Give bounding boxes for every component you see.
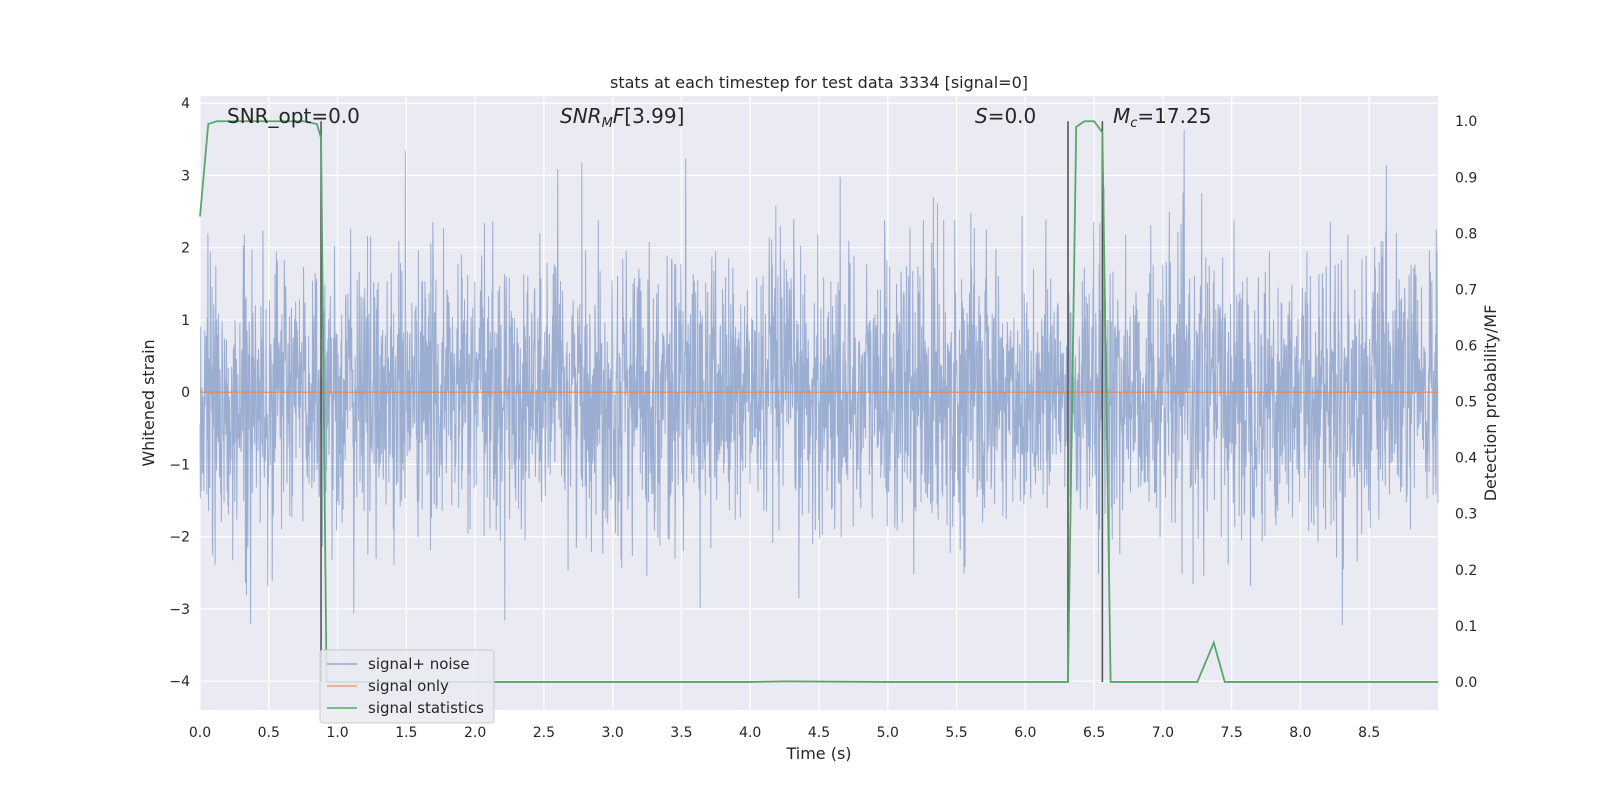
x-axis-label: Time (s) (785, 744, 851, 763)
y-right-tick-label-6: 0.4 (1455, 451, 1477, 467)
y-right-tick-label-2: 0.8 (1455, 226, 1477, 242)
annotation-s-value: =0.0 (988, 104, 1037, 128)
x-tick-label-8: 4.0 (739, 725, 761, 741)
y-left-tick-label-0: 4 (181, 96, 190, 112)
y-left-tick-label-5: −1 (169, 457, 190, 473)
annotation-mc-value: =17.25 (1137, 104, 1211, 128)
x-tick-label-0: 0.0 (189, 725, 211, 741)
y-left-tick-label-6: −2 (169, 530, 190, 546)
legend-label-stats: signal statistics (368, 699, 484, 717)
y-left-tick-label-8: −4 (169, 674, 190, 690)
y-right-tick-label-4: 0.6 (1455, 339, 1477, 355)
x-tick-label-1: 0.5 (258, 725, 280, 741)
y-left-tick-label-7: −3 (169, 602, 190, 618)
annotation-s: S=0.0 (975, 104, 1036, 128)
chart-title: stats at each timestep for test data 333… (610, 73, 1028, 92)
y-right-tick-label-10: 0.0 (1455, 675, 1477, 691)
x-tick-label-10: 5.0 (877, 725, 899, 741)
series-signal-noise (199, 129, 1439, 626)
x-tick-label-2: 1.0 (326, 725, 348, 741)
y-axis-left-label: Whitened strain (139, 339, 158, 466)
legend-box (319, 649, 495, 724)
y-left-tick-label-1: 3 (181, 168, 190, 184)
legend-label-noise: signal+ noise (368, 655, 470, 673)
x-tick-label-9: 4.5 (808, 725, 830, 741)
x-tick-label-5: 2.5 (533, 725, 555, 741)
annotation-snr-opt: SNR_opt=0.0 (227, 104, 360, 128)
y-right-tick-label-8: 0.2 (1455, 563, 1477, 579)
x-tick-label-17: 8.5 (1358, 725, 1380, 741)
x-tick-label-16: 8.0 (1289, 725, 1311, 741)
legend: signal+ noise signal only signal statist… (319, 649, 495, 724)
series-signal-statistics (199, 120, 1438, 683)
y-axis-right-ticks: 1.0 0.9 0.8 0.7 0.6 0.5 0.4 0.3 0.2 0.1 0.0 (1455, 114, 1477, 691)
annotation-mc: Mc=17.25 (1113, 104, 1211, 131)
x-tick-label-14: 7.0 (1152, 725, 1174, 741)
y-left-tick-label-3: 1 (181, 313, 190, 329)
y-right-tick-label-9: 0.1 (1455, 619, 1477, 635)
y-right-tick-label-7: 0.3 (1455, 507, 1477, 523)
y-axis-right-label: Detection probability/MF (1481, 305, 1500, 502)
x-tick-label-12: 6.0 (1014, 725, 1036, 741)
y-right-tick-label-5: 0.5 (1455, 395, 1477, 411)
x-tick-label-4: 2.0 (464, 725, 486, 741)
y-left-tick-label-4: 0 (181, 385, 190, 401)
x-tick-label-11: 5.5 (945, 725, 967, 741)
y-right-tick-label-1: 0.9 (1455, 170, 1477, 186)
x-tick-label-7: 3.5 (670, 725, 692, 741)
y-right-tick-label-0: 1.0 (1455, 114, 1477, 130)
annotation-snr-mf-value: [3.99] (624, 104, 684, 128)
x-tick-label-6: 3.0 (602, 725, 624, 741)
stats-line (199, 120, 1438, 683)
x-tick-label-13: 6.5 (1083, 725, 1105, 741)
x-tick-label-3: 1.5 (395, 725, 417, 741)
x-tick-label-15: 7.5 (1221, 725, 1243, 741)
legend-label-signal: signal only (368, 677, 449, 695)
x-axis-ticks: 0.0 0.5 1.0 1.5 2.0 2.5 3.0 3.5 4.0 4.5 5.0 5.5 6.0 6… (189, 725, 1380, 741)
y-axis-left-ticks: 4 3 2 1 0 −1 −2 −3 −4 (169, 96, 190, 690)
y-left-tick-label-2: 2 (181, 241, 190, 257)
annotation-snr-mf: SNRMF[3.99] (560, 104, 684, 131)
y-right-tick-label-3: 0.7 (1455, 282, 1477, 298)
noise-trace (199, 129, 1439, 626)
